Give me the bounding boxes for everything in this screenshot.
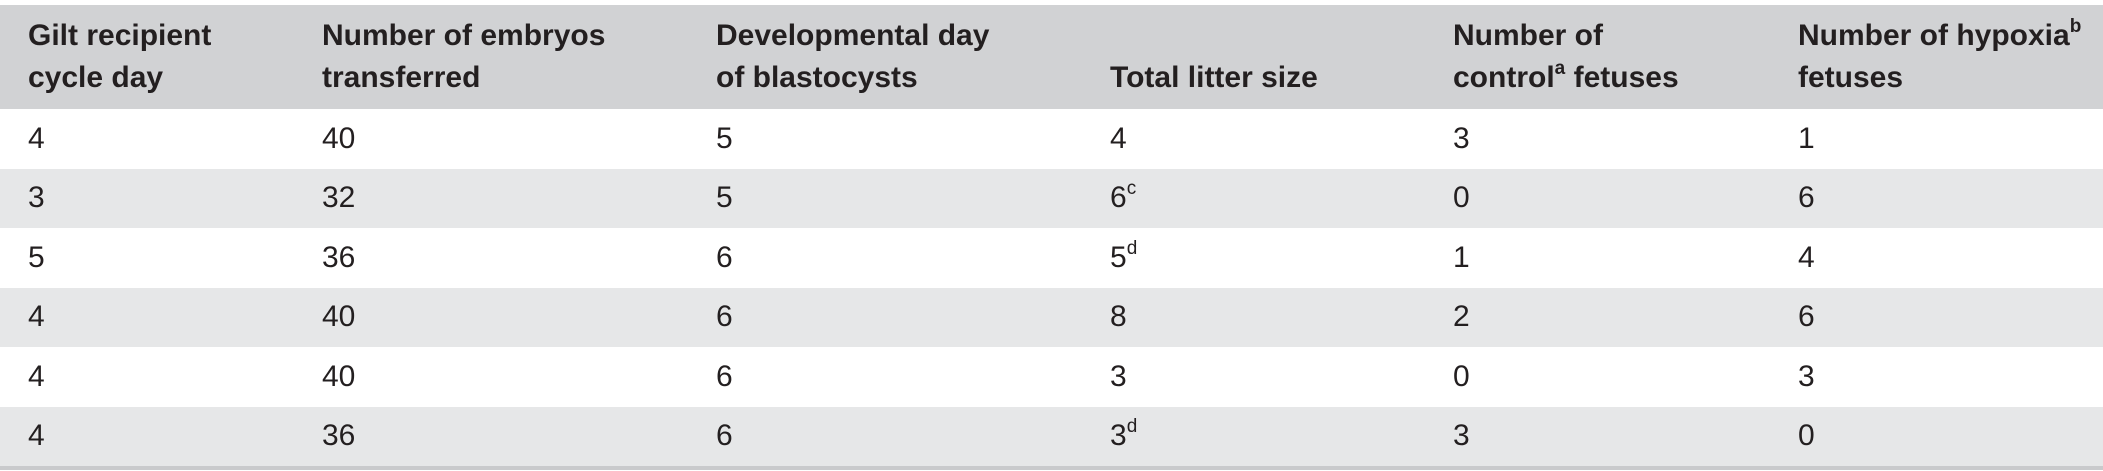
footnote-marker: d	[1126, 416, 1138, 438]
cell-embryos: 36	[322, 240, 356, 274]
cell-hypoxia: 0	[1798, 419, 1815, 453]
footnote-marker: d	[1126, 237, 1138, 259]
cell-dev-day: 6	[716, 240, 733, 274]
table-row: 5 36 6 5d 1 4	[0, 228, 2103, 288]
table-body: 4 40 5 4 3 1 3 32 5 6c 0 6 5 36 6 5d 1 4 4 40 6 8 2 6 4 40 6 3 0 3 4 36…	[0, 109, 2103, 466]
header-developmental-day: Developmental day of blastocysts	[716, 19, 990, 94]
cell-cycle-day: 4	[28, 121, 45, 155]
cell-embryos: 36	[322, 419, 356, 453]
cell-control: 0	[1453, 359, 1470, 393]
cell-dev-day: 6	[716, 300, 733, 334]
cell-dev-day: 6	[716, 419, 733, 453]
cell-cycle-day: 4	[28, 359, 45, 393]
cell-embryos: 32	[322, 181, 356, 215]
table-row: 4 40 6 3 0 3	[0, 347, 2103, 407]
cell-litter-size: 4	[1110, 121, 1127, 155]
cell-control: 2	[1453, 300, 1470, 334]
header-hypoxia-fetuses: Number of hypoxiab fetuses	[1798, 16, 2082, 94]
cell-hypoxia: 1	[1798, 121, 1815, 155]
embryo-transfer-table: Gilt recipient cycle day Number of embryo…	[0, 5, 2103, 466]
table-row: 4 40 5 4 3 1	[0, 109, 2103, 169]
cell-litter-size: 5d	[1110, 237, 1138, 274]
cell-cycle-day: 4	[28, 300, 45, 334]
header-total-litter-size: Total litter size	[1110, 61, 1318, 94]
cell-cycle-day: 3	[28, 181, 45, 215]
header-embryos-transferred: Number of embryos transferred	[322, 19, 606, 94]
cell-dev-day: 5	[716, 181, 733, 215]
table-row: 3 32 5 6c 0 6	[0, 168, 2103, 228]
cell-embryos: 40	[322, 121, 356, 155]
cell-embryos: 40	[322, 359, 356, 393]
table-row: 4 40 6 8 2 6	[0, 287, 2103, 347]
cell-dev-day: 5	[716, 121, 733, 155]
cell-litter-size: 6c	[1110, 178, 1137, 215]
cell-control: 3	[1453, 419, 1470, 453]
cell-control: 3	[1453, 121, 1470, 155]
cell-cycle-day: 4	[28, 419, 45, 453]
cell-litter-size: 3	[1110, 359, 1127, 393]
cell-litter-size: 3d	[1110, 416, 1138, 453]
header-cycle-day: Gilt recipient cycle day	[28, 19, 212, 94]
cell-control: 0	[1453, 181, 1470, 215]
table-header: Gilt recipient cycle day Number of embryo…	[0, 5, 2103, 109]
cell-control: 1	[1453, 240, 1470, 274]
data-table-container: Gilt recipient cycle day Number of embryo…	[0, 5, 2103, 470]
cell-hypoxia: 6	[1798, 300, 1815, 334]
cell-hypoxia: 4	[1798, 240, 1815, 274]
header-row: Gilt recipient cycle day Number of embryo…	[0, 5, 2103, 109]
table-row: 4 36 6 3d 3 0	[0, 406, 2103, 466]
footnote-marker: c	[1126, 178, 1137, 200]
cell-embryos: 40	[322, 300, 356, 334]
cell-hypoxia: 3	[1798, 359, 1815, 393]
header-control-fetuses: Number of controla fetuses	[1453, 19, 1679, 94]
cell-dev-day: 6	[716, 359, 733, 393]
cell-cycle-day: 5	[28, 240, 45, 274]
cell-hypoxia: 6	[1798, 181, 1815, 215]
table-bottom-rule	[0, 466, 2103, 470]
cell-litter-size: 8	[1110, 300, 1127, 334]
